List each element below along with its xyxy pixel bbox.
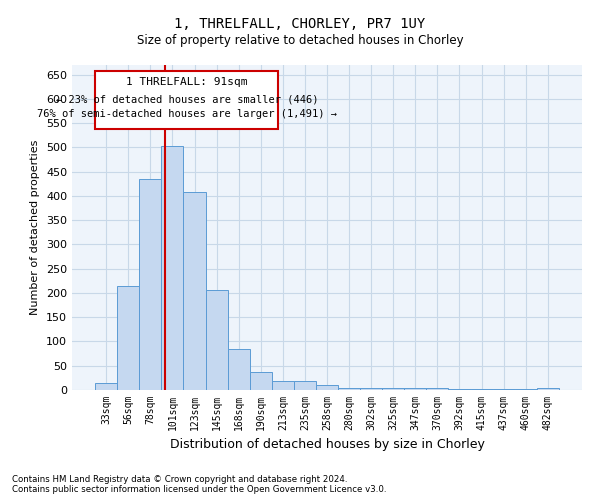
Text: ← 23% of detached houses are smaller (446): ← 23% of detached houses are smaller (44… <box>56 94 318 104</box>
Y-axis label: Number of detached properties: Number of detached properties <box>31 140 40 315</box>
Text: Contains public sector information licensed under the Open Government Licence v3: Contains public sector information licen… <box>12 485 386 494</box>
Bar <box>493 388 515 390</box>
Text: Contains HM Land Registry data © Crown copyright and database right 2024.: Contains HM Land Registry data © Crown c… <box>12 475 347 484</box>
Text: Size of property relative to detached houses in Chorley: Size of property relative to detached ho… <box>137 34 463 47</box>
Bar <box>272 382 294 390</box>
Bar <box>338 388 360 390</box>
Bar <box>382 388 404 390</box>
X-axis label: Distribution of detached houses by size in Chorley: Distribution of detached houses by size … <box>170 438 484 452</box>
Bar <box>161 146 184 390</box>
Bar <box>294 382 316 390</box>
Bar <box>448 388 470 390</box>
FancyBboxPatch shape <box>95 71 278 129</box>
Bar <box>117 286 139 390</box>
Bar <box>427 388 448 390</box>
Bar <box>515 388 537 390</box>
Bar <box>470 388 493 390</box>
Text: 1 THRELFALL: 91sqm: 1 THRELFALL: 91sqm <box>126 76 248 86</box>
Text: 76% of semi-detached houses are larger (1,491) →: 76% of semi-detached houses are larger (… <box>37 108 337 118</box>
Bar <box>250 372 272 390</box>
Bar <box>360 388 382 390</box>
Bar <box>184 192 206 390</box>
Bar <box>95 382 117 390</box>
Bar <box>404 388 427 390</box>
Bar <box>227 350 250 390</box>
Bar <box>206 290 227 390</box>
Bar <box>316 384 338 390</box>
Bar <box>139 179 161 390</box>
Text: 1, THRELFALL, CHORLEY, PR7 1UY: 1, THRELFALL, CHORLEY, PR7 1UY <box>175 18 425 32</box>
Bar <box>537 388 559 390</box>
